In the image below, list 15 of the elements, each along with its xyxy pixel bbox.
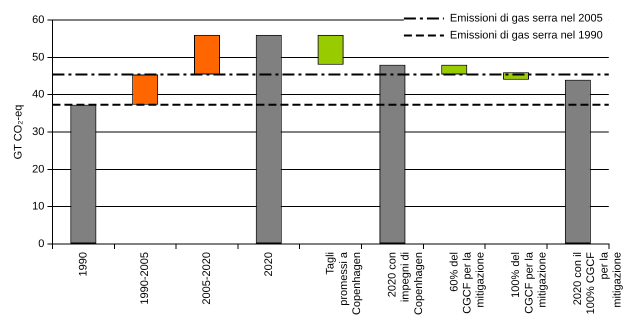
y-tick-label: 60 (32, 14, 44, 26)
y-tick-label: 20 (32, 163, 44, 176)
x-tick-label: Tagli promessi a Copenhagen (324, 251, 364, 316)
y-tick-label: 50 (32, 51, 44, 64)
x-tick-label: 1990-2005 (139, 252, 152, 305)
y-tick-label: 30 (32, 126, 44, 138)
x-tick-label: 2020 (262, 252, 275, 276)
legend-label: Emissioni di gas serra nel 1990 (450, 30, 603, 42)
y-tick-label: 0 (38, 238, 44, 250)
x-tick-label: 2005-2020 (201, 252, 214, 305)
legend-label: Emissioni di gas serra nel 2005 (450, 12, 603, 25)
y-tick-label: 10 (32, 200, 44, 213)
y-tick-label: 40 (32, 88, 44, 101)
y-axis-title: GT CO₂-eq (12, 104, 25, 160)
x-tick-label: 1990 (77, 252, 90, 276)
